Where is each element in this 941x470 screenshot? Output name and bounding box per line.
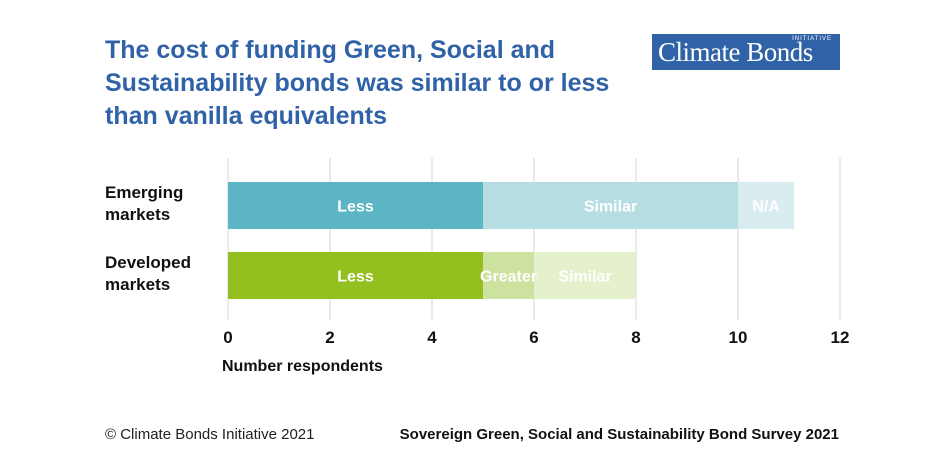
labels: 0 2 4 6 8 10 12 Number respondents Less Similar N/… (105, 183, 849, 375)
category-label: Developed markets (105, 253, 191, 294)
segment-label: Less (337, 269, 374, 286)
source-text: Sovereign Green, Social and Sustainabili… (399, 426, 839, 443)
x-tick-label: 8 (631, 328, 640, 347)
bar-segment (228, 182, 483, 229)
bar-segment (534, 252, 636, 299)
segment-label: Less (337, 199, 374, 216)
x-tick-label: 0 (223, 328, 232, 347)
climate-bonds-logo: Climate Bonds INITIATIVE (652, 34, 840, 70)
x-tick-label: 6 (529, 328, 538, 347)
logo-subtext: INITIATIVE (792, 36, 832, 42)
x-tick-label: 12 (831, 328, 850, 347)
x-tick-label: 10 (729, 328, 748, 347)
x-axis-label: Number respondents (222, 358, 383, 375)
bar-segment (483, 252, 534, 299)
copyright-text: © Climate Bonds Initiative 2021 (105, 426, 315, 443)
bar-segment (738, 182, 795, 229)
logo-text: Climate Bonds (658, 37, 813, 67)
page-title: The cost of funding Green, Social and Su… (105, 36, 610, 130)
segment-label: N/A (752, 199, 780, 216)
bar-segment (228, 252, 483, 299)
segment-label: Similar (584, 199, 637, 216)
bar-segment (483, 182, 738, 229)
x-tick-label: 2 (325, 328, 334, 347)
segment-label: Greater (480, 269, 537, 286)
segment-label: Similar (558, 269, 611, 286)
x-tick-label: 4 (427, 328, 437, 347)
bars (228, 182, 795, 299)
category-label: Emerging markets (105, 183, 183, 224)
